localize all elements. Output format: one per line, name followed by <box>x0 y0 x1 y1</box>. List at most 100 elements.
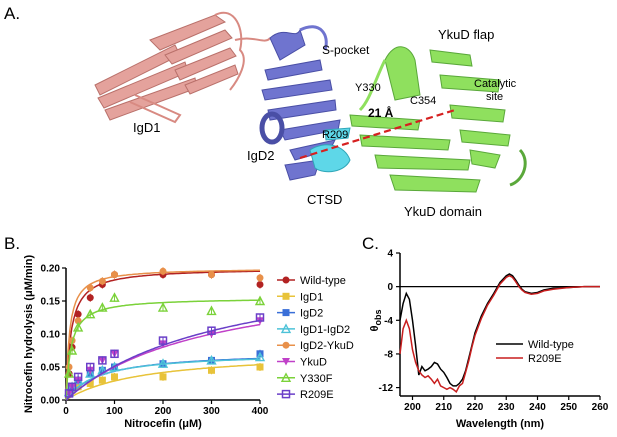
panel-b-letter: B. <box>4 234 21 253</box>
x-tick-label: 250 <box>560 402 577 413</box>
legend-entry: IgD2-YkuD <box>277 340 354 352</box>
data-point <box>255 313 265 322</box>
legend-label: R209E <box>528 353 562 365</box>
legend-marker <box>282 309 290 317</box>
data-point <box>207 326 216 335</box>
label-igd1: IgD1 <box>133 120 161 135</box>
data-point <box>158 336 168 345</box>
data-point <box>206 354 217 365</box>
legend-label: Wild-type <box>300 275 346 287</box>
y-tick-label: 0.00 <box>41 396 61 407</box>
label-ctsd: CTSD <box>307 192 343 207</box>
legend-marker <box>280 372 292 382</box>
data-point <box>98 376 106 384</box>
legend-entry: IgD1 <box>277 291 323 303</box>
legend-label: Wild-type <box>528 339 574 351</box>
data-point <box>85 308 96 319</box>
data-point <box>63 368 75 378</box>
data-point <box>111 373 118 381</box>
label-ykud-domain: YkuD domain <box>404 204 483 219</box>
y-tick-label: 0.05 <box>41 363 61 374</box>
data-point <box>208 271 215 279</box>
x-tick-label: 200 <box>404 402 421 413</box>
data-point <box>67 382 77 392</box>
data-point <box>86 284 94 292</box>
data-point <box>86 362 95 372</box>
label-r209: R209 <box>322 129 349 141</box>
series-r209e <box>64 313 265 401</box>
protein-structure-illustration <box>94 11 527 193</box>
data-point <box>98 277 106 285</box>
label-c354: C354 <box>410 95 437 107</box>
x-tick-label: 260 <box>592 402 609 413</box>
series-line-wild-type <box>399 273 600 387</box>
y-tick-label: 0.15 <box>41 297 61 308</box>
x-tick-label: 0 <box>63 406 69 417</box>
legend-label: IgD2 <box>300 308 323 320</box>
data-point <box>157 358 169 368</box>
label-spocket: S-pocket <box>322 43 370 57</box>
data-point <box>86 294 94 302</box>
ctsd-region <box>309 127 351 173</box>
x-tick-label: 100 <box>106 406 123 417</box>
data-point <box>110 349 119 359</box>
data-point <box>159 267 167 275</box>
label-y330: Y330 <box>355 82 381 94</box>
legend-entry: R209E <box>277 389 334 401</box>
y-axis-title: θobs <box>369 310 383 332</box>
ykud-domain <box>349 46 527 193</box>
data-point <box>97 302 108 312</box>
data-point <box>86 380 94 387</box>
series-y330f <box>63 292 266 401</box>
label-site: site <box>486 91 504 103</box>
x-tick-label: 210 <box>435 402 452 413</box>
data-point <box>256 281 264 288</box>
legend-label: R209E <box>300 389 334 401</box>
data-point <box>85 368 96 378</box>
data-point <box>157 302 169 312</box>
legend-label: Y330F <box>300 373 333 385</box>
data-point <box>256 363 264 371</box>
legend-entry: YkuD <box>277 357 327 369</box>
data-point <box>74 310 82 318</box>
x-tick-label: 220 <box>467 402 484 413</box>
data-point <box>74 317 82 325</box>
legend-entry: Wild-type <box>277 275 346 287</box>
label-igd2: IgD2 <box>247 148 275 163</box>
data-point <box>256 274 264 282</box>
data-point <box>206 305 217 316</box>
x-tick-label: 240 <box>529 402 546 413</box>
data-point <box>208 366 215 374</box>
y-axis-title: Nitrocefin hydrolysis (μM/min) <box>23 255 35 414</box>
data-point <box>109 292 120 302</box>
series-line-r209e <box>399 274 600 393</box>
label-distance: 21 Å <box>368 106 394 120</box>
panel-c-letter: C. <box>362 234 379 253</box>
y-tick-label: 0.10 <box>41 330 61 341</box>
x-tick-label: 230 <box>498 402 515 413</box>
data-point <box>72 321 84 332</box>
fit-curve <box>65 363 261 401</box>
data-point <box>254 351 266 362</box>
data-point <box>159 373 167 381</box>
label-catalytic: Catalytic <box>474 78 517 90</box>
fit-curve <box>65 319 261 401</box>
x-tick-label: 300 <box>203 406 220 417</box>
legend-label: IgD2-YkuD <box>300 340 354 352</box>
legend-label: IgD1 <box>300 291 323 303</box>
legend-entry: R209E <box>496 353 562 365</box>
legend-entry: IgD2 <box>277 308 323 320</box>
panel-a-letter: A. <box>4 4 21 23</box>
y-tick-label: -8 <box>384 349 393 360</box>
y-tick-label: 0.20 <box>41 264 61 275</box>
data-point <box>254 295 266 306</box>
data-point <box>98 356 107 365</box>
x-tick-label: 400 <box>252 406 269 417</box>
igd1-domain <box>94 11 271 124</box>
label-ykud-flap: YkuD flap <box>438 27 495 42</box>
distance-line <box>299 108 456 160</box>
x-axis-title: Nitrocefin (μM) <box>124 418 202 430</box>
y-tick-label: -4 <box>384 316 393 327</box>
y-tick-label: 4 <box>387 249 393 260</box>
